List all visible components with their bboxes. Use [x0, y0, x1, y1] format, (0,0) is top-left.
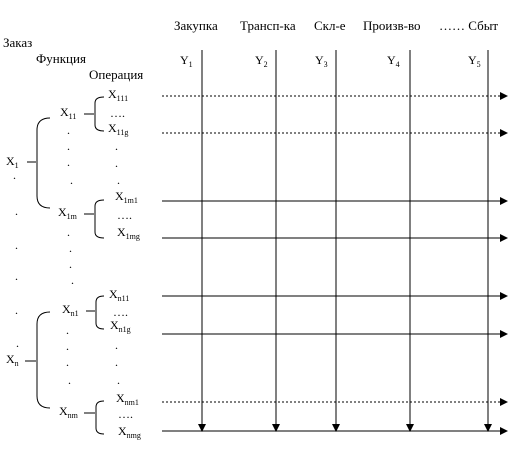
continuation-dot: . — [66, 339, 69, 353]
operation-label-x11g: X11g — [108, 121, 128, 137]
continuation-dot: . — [67, 155, 70, 169]
operation-label-x111: X111 — [108, 87, 128, 103]
operation-ellipsis: …. — [118, 407, 133, 421]
order-label-xn: Xn — [6, 352, 19, 368]
operation-ellipsis: …. — [113, 305, 128, 319]
continuation-dot: . — [67, 225, 70, 239]
order-bracket-x1 — [36, 117, 51, 209]
operation-label-x1m1: X1m1 — [115, 189, 138, 205]
department-y-label-4: Y4 — [387, 53, 400, 69]
function-bracket-x11 — [94, 96, 105, 132]
continuation-dot: . — [115, 355, 118, 369]
operation-ellipsis: …. — [117, 208, 132, 222]
continuation-dot: . — [66, 323, 69, 337]
department-y-label-2: Y2 — [255, 53, 268, 69]
continuation-dot: . — [117, 373, 120, 387]
continuation-dot: . — [115, 338, 118, 352]
department-y-label-5: Y5 — [468, 53, 481, 69]
continuation-dot: . — [15, 204, 18, 218]
order-label-x1: X1 — [6, 154, 19, 170]
continuation-dot: . — [66, 355, 69, 369]
operation-label-xn11: Xn11 — [109, 287, 129, 303]
function-bracket-xn1 — [95, 295, 105, 330]
operation-label-xnmg: Xnmg — [118, 424, 141, 440]
continuation-dot: . — [15, 303, 18, 317]
function-label-xn1: Xn1 — [62, 302, 79, 318]
continuation-dot: . — [115, 139, 118, 153]
continuation-dot: . — [71, 273, 74, 287]
department-y-label-3: Y3 — [315, 53, 328, 69]
function-label-x11: X11 — [60, 105, 76, 121]
continuation-dot: . — [69, 241, 72, 255]
department-y-label-1: Y1 — [180, 53, 193, 69]
department-name-5: …… Сбыт — [439, 18, 498, 33]
continuation-dot: . — [67, 139, 70, 153]
continuation-dot: . — [117, 173, 120, 187]
operation-header: Операция — [89, 67, 143, 82]
department-name-1: Закупка — [174, 18, 218, 33]
continuation-dot: . — [69, 257, 72, 271]
continuation-dot: . — [115, 156, 118, 170]
department-name-2: Трансп-ка — [240, 18, 296, 33]
department-name-4: Произв-во — [363, 18, 421, 33]
continuation-dot: . — [16, 336, 19, 350]
operation-label-x1mg: X1mg — [117, 225, 140, 241]
operation-label-xnm1: Xnm1 — [116, 391, 139, 407]
function-label-xnm: Xnm — [59, 404, 79, 420]
continuation-dot: . — [15, 269, 18, 283]
continuation-dot: . — [67, 123, 70, 137]
operation-ellipsis: …. — [110, 106, 125, 120]
order-header: Заказ — [3, 35, 32, 50]
function-header: Функция — [36, 51, 86, 66]
department-name-3: Скл-е — [314, 18, 346, 33]
operation-label-xn1g: Xn1g — [110, 318, 131, 334]
continuation-dot: . — [70, 173, 73, 187]
continuation-dot: . — [68, 373, 71, 387]
function-label-x1m: X1m — [58, 205, 78, 221]
continuation-dot: . — [13, 168, 16, 182]
order-bracket-xn — [36, 311, 51, 409]
function-bracket-xnm — [95, 400, 105, 435]
function-bracket-x1m — [94, 199, 105, 239]
continuation-dot: . — [15, 238, 18, 252]
